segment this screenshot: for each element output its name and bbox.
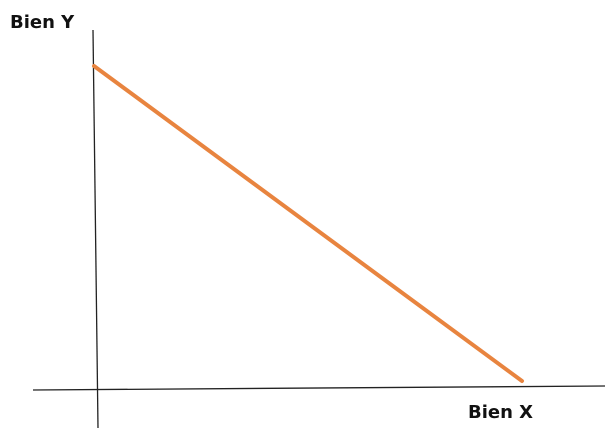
y-axis bbox=[92, 29, 99, 429]
x-axis-label: Bien X bbox=[468, 402, 533, 423]
x-axis bbox=[32, 385, 606, 391]
budget-line bbox=[92, 64, 524, 383]
y-axis-label: Bien Y bbox=[10, 12, 75, 33]
